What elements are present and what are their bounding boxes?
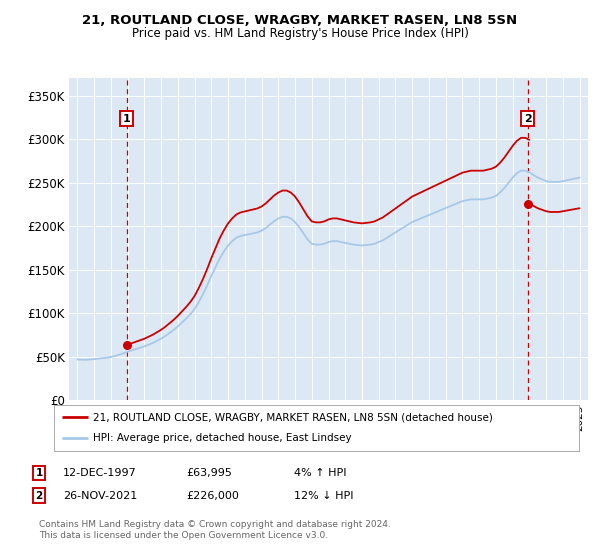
- Text: 2: 2: [35, 491, 43, 501]
- Text: 4% ↑ HPI: 4% ↑ HPI: [294, 468, 347, 478]
- Text: £63,995: £63,995: [186, 468, 232, 478]
- Text: 2: 2: [524, 114, 532, 124]
- Text: 21, ROUTLAND CLOSE, WRAGBY, MARKET RASEN, LN8 5SN: 21, ROUTLAND CLOSE, WRAGBY, MARKET RASEN…: [82, 14, 518, 27]
- Text: Contains HM Land Registry data © Crown copyright and database right 2024.
This d: Contains HM Land Registry data © Crown c…: [39, 520, 391, 540]
- Text: 1: 1: [123, 114, 131, 124]
- Text: £226,000: £226,000: [186, 491, 239, 501]
- Text: 26-NOV-2021: 26-NOV-2021: [63, 491, 137, 501]
- Text: 12% ↓ HPI: 12% ↓ HPI: [294, 491, 353, 501]
- Text: 1: 1: [35, 468, 43, 478]
- Text: Price paid vs. HM Land Registry's House Price Index (HPI): Price paid vs. HM Land Registry's House …: [131, 27, 469, 40]
- Text: 12-DEC-1997: 12-DEC-1997: [63, 468, 137, 478]
- Text: 21, ROUTLAND CLOSE, WRAGBY, MARKET RASEN, LN8 5SN (detached house): 21, ROUTLAND CLOSE, WRAGBY, MARKET RASEN…: [94, 412, 493, 422]
- Text: HPI: Average price, detached house, East Lindsey: HPI: Average price, detached house, East…: [94, 433, 352, 444]
